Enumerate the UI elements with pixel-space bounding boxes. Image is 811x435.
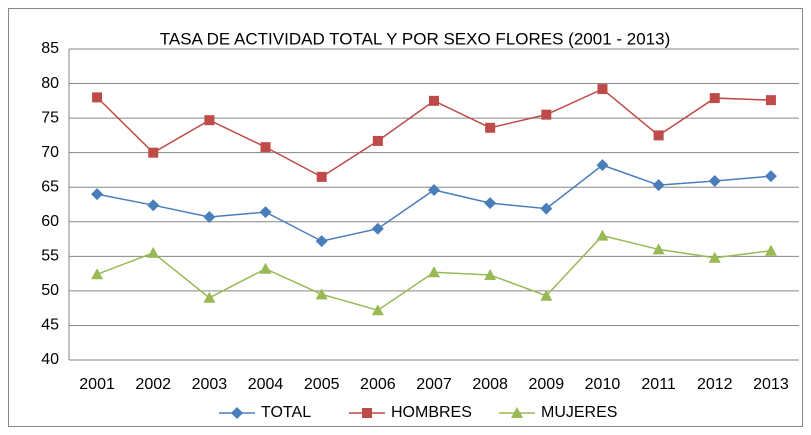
y-tick-label: 75 (41, 109, 59, 126)
marker (764, 170, 777, 183)
marker (708, 251, 721, 263)
marker (429, 95, 439, 106)
marker (147, 246, 160, 258)
y-tick-label: 65 (41, 178, 59, 195)
y-tick-label: 50 (41, 282, 59, 299)
x-tick-label: 2008 (472, 376, 508, 393)
marker (652, 179, 665, 192)
x-tick-label: 2002 (135, 376, 171, 393)
marker (91, 268, 104, 280)
marker (484, 197, 497, 210)
marker (371, 222, 384, 235)
y-tick-label: 80 (41, 75, 59, 92)
x-tick-label: 2012 (697, 376, 733, 393)
marker (428, 266, 440, 278)
legend-marker (511, 407, 523, 418)
legend-marker (362, 408, 372, 418)
marker (315, 235, 328, 248)
marker (148, 147, 159, 158)
marker (259, 206, 272, 219)
marker (485, 122, 496, 133)
legend-marker (231, 407, 243, 419)
chart-title: TASA DE ACTIVIDAD TOTAL Y POR SEXO FLORE… (160, 29, 671, 48)
x-tick-label: 2006 (360, 376, 396, 393)
marker (316, 171, 327, 182)
legend-label: MUJERES (541, 404, 617, 421)
marker (203, 291, 216, 303)
y-tick-label: 40 (41, 351, 59, 368)
marker (260, 142, 271, 153)
legend-label: HOMBRES (391, 404, 472, 421)
marker (372, 135, 383, 146)
y-tick-label: 60 (41, 213, 59, 230)
marker (652, 243, 665, 255)
marker (540, 289, 553, 301)
marker (147, 199, 160, 212)
x-tick-label: 2011 (641, 376, 676, 393)
marker (92, 92, 103, 103)
marker (204, 115, 215, 126)
chart-border (8, 8, 803, 427)
marker (764, 244, 777, 256)
marker (315, 288, 328, 300)
marker (540, 202, 553, 215)
x-tick-label: 2004 (248, 376, 284, 393)
marker (203, 210, 216, 223)
y-tick-label: 70 (41, 144, 59, 161)
marker (597, 84, 608, 95)
x-tick-label: 2003 (192, 376, 228, 393)
marker (708, 175, 721, 188)
marker (541, 109, 552, 120)
marker (428, 183, 440, 196)
x-tick-label: 2009 (529, 376, 565, 393)
marker (484, 268, 497, 280)
marker (596, 159, 609, 172)
y-tick-label: 55 (41, 248, 59, 265)
x-tick-label: 2007 (416, 376, 452, 393)
x-tick-label: 2001 (79, 376, 115, 393)
marker (596, 229, 609, 241)
marker (371, 304, 384, 316)
marker (765, 95, 776, 106)
x-tick-label: 2013 (753, 376, 789, 393)
marker (709, 93, 720, 104)
x-tick-label: 2010 (585, 376, 621, 393)
marker (91, 188, 104, 201)
y-tick-label: 45 (41, 317, 59, 334)
marker (259, 262, 272, 274)
marker (653, 130, 664, 141)
y-tick-label: 85 (41, 40, 59, 57)
legend-label: TOTAL (261, 404, 311, 421)
x-tick-label: 2005 (304, 376, 340, 393)
